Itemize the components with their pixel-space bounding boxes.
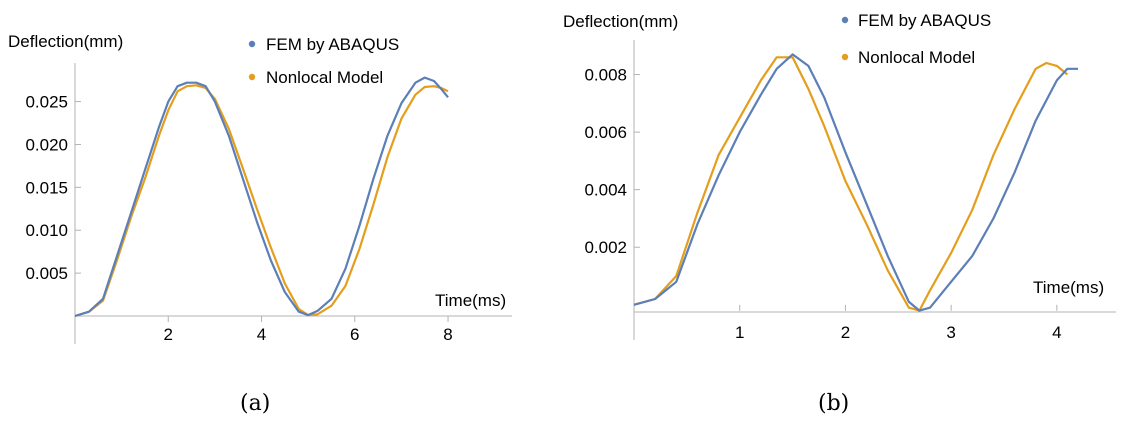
chart-a-legend-marker-nonlocal: [248, 73, 256, 81]
chart-b: Deflection(mm) FEM by ABAQUS Nonlocal Mo…: [563, 11, 1116, 416]
chart-b-series-nonlocal-line: [633, 56, 1069, 312]
chart-b-legend: FEM by ABAQUS Nonlocal Model: [841, 11, 991, 67]
chart-a-series-nonlocal-line: [74, 84, 449, 318]
chart-b-ytick-label: 0.008: [584, 66, 627, 85]
chart-b-xtick-label: 2: [841, 323, 850, 342]
chart-b-caption: (b): [818, 391, 849, 416]
chart-a-ytick-label: 0.025: [25, 93, 68, 112]
chart-a-xtick-label: 4: [257, 325, 266, 344]
chart-a-ytick-label: 0.020: [25, 135, 68, 154]
chart-b-xtick-label: 1: [735, 323, 744, 342]
chart-b-ytick-label: 0.006: [584, 123, 627, 142]
chart-a-ytick-label: 0.010: [25, 221, 68, 240]
chart-a-xtick-label: 6: [350, 325, 359, 344]
chart-a-xlabel: Time(ms): [435, 291, 506, 310]
chart-b-legend-marker-fem: [841, 16, 849, 24]
chart-b-xtick-label: 4: [1052, 323, 1061, 342]
chart-a-series-fem-line: [74, 76, 449, 318]
chart-a-xtick-label: 2: [164, 325, 173, 344]
chart-a-caption: (a): [240, 391, 270, 416]
chart-b-ytick-label: 0.004: [584, 181, 627, 200]
chart-b-series-fem-line: [633, 53, 1078, 312]
chart-b-legend-label-nonlocal: Nonlocal Model: [858, 48, 975, 67]
chart-b-ytick-label: 0.002: [584, 238, 627, 257]
chart-b-xlabel: Time(ms): [1033, 278, 1104, 297]
chart-a-ylabel: Deflection(mm): [8, 32, 123, 51]
chart-a-ytick-label: 0.015: [25, 178, 68, 197]
chart-a-ytick-label: 0.005: [25, 264, 68, 283]
chart-b-legend-label-fem: FEM by ABAQUS: [858, 11, 991, 30]
chart-a: Deflection(mm) FEM by ABAQUS Nonlocal Mo…: [8, 32, 512, 416]
chart-a-legend-label-fem: FEM by ABAQUS: [266, 35, 399, 54]
chart-a-legend-marker-fem: [248, 40, 256, 48]
chart-b-xtick-label: 3: [946, 323, 955, 342]
chart-a-legend-label-nonlocal: Nonlocal Model: [266, 68, 383, 87]
chart-a-xtick-label: 8: [443, 325, 452, 344]
chart-b-ylabel: Deflection(mm): [563, 12, 678, 31]
chart-b-legend-marker-nonlocal: [841, 53, 849, 61]
chart-a-legend: FEM by ABAQUS Nonlocal Model: [248, 35, 399, 87]
